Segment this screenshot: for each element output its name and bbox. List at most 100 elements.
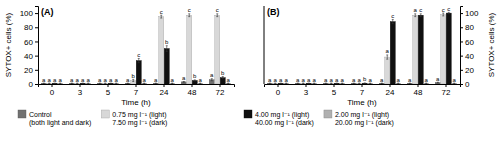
x-tick-mark (418, 84, 419, 87)
error-bar (59, 83, 61, 84)
error-bar-stem (437, 82, 438, 84)
y-tick-label: 0 (29, 80, 34, 89)
error-bar-stem (54, 83, 55, 84)
error-bar-stem (211, 79, 212, 81)
letter-label: a (358, 77, 362, 83)
error-bar-cap (104, 83, 106, 84)
y-tick-label: 60 (465, 38, 474, 47)
letter-label: a (268, 77, 272, 83)
y-tick-mark (35, 41, 38, 42)
bar-series (58, 83, 231, 84)
letter-label: a (302, 77, 306, 83)
letter-label: c (216, 7, 219, 13)
error-bar-stem (381, 83, 382, 84)
error-bar-cap (227, 83, 229, 84)
error-bar-cap (194, 81, 196, 82)
x-tick-label: 7 (360, 88, 365, 97)
error-bar-cap (99, 83, 101, 84)
error-bar-stem (426, 83, 427, 84)
error-bar-cap (280, 83, 282, 84)
legend-swatch (101, 110, 109, 118)
error-bar-cap (414, 13, 416, 14)
y-axis-line (35, 7, 39, 85)
error-bar-cap (409, 83, 411, 84)
bar (192, 80, 197, 84)
error-bar-cap (211, 80, 213, 81)
x-axis-line (265, 85, 461, 88)
error-bar-cap (71, 83, 73, 84)
error-bar-stem (303, 83, 304, 84)
error-bar-cap (313, 83, 315, 84)
error-bar-cap (437, 82, 439, 83)
error-bar-stem (166, 46, 167, 52)
error-bar-stem (353, 83, 354, 84)
error-bar-cap (138, 62, 140, 63)
error-bar (448, 12, 450, 13)
legend-swatch (18, 110, 26, 118)
error-bar-stem (297, 83, 298, 84)
error-bar (341, 83, 343, 84)
bar (198, 83, 203, 84)
error-bar-cap (341, 83, 343, 84)
y-tick-label: 80 (24, 23, 33, 32)
x-tick: 24 (386, 84, 395, 97)
letter-label: a (397, 77, 401, 83)
letter-label: a (279, 77, 283, 83)
error-bar-stem (269, 83, 270, 84)
legend-label: 0.75 mg l⁻¹ (light)7.50 mg l⁻¹ (dark) (112, 111, 167, 127)
y-tick: 0 (29, 80, 38, 89)
error-bar-cap (397, 83, 399, 84)
legend: Control(both light and dark)0.75 mg l⁻¹ … (18, 110, 167, 127)
x-tick-label: 24 (160, 88, 169, 97)
error-bar-cap (297, 83, 299, 84)
letter-label: a (182, 75, 186, 81)
y-tick-mark (35, 13, 38, 14)
letter-label: a (386, 48, 390, 54)
panel-label: (A) (41, 7, 54, 17)
letter-label: a (59, 77, 63, 83)
error-bar-stem (105, 83, 106, 84)
bar (323, 83, 328, 84)
error-bar-cap (199, 83, 201, 84)
x-tick-mark (164, 84, 165, 87)
letters: aaaaaaaaaaaaacaaabcccaaaaaaa (268, 6, 456, 83)
error-bar (104, 83, 106, 84)
letter-label: a (408, 77, 412, 83)
legend: 4.00 mg l⁻¹ (light)40.00 mg l⁻¹ (dark)2.… (244, 110, 394, 127)
x-tick: 5 (106, 84, 111, 97)
y-tick-label: 100 (465, 9, 479, 18)
x-axis-title: Time (h) (121, 98, 151, 107)
x-tick-label: 48 (414, 88, 423, 97)
x-tick-mark (278, 84, 279, 87)
x-tick: 72 (216, 84, 225, 97)
error-bar-cap (76, 83, 78, 84)
error-bar (285, 83, 287, 84)
y-tick-label: 100 (20, 9, 34, 18)
error-bar-cap (216, 16, 218, 17)
bar-series (273, 13, 446, 84)
error-bar-stem (415, 14, 416, 17)
bar (47, 83, 52, 84)
error-bar-stem (138, 58, 139, 62)
error-bar (442, 13, 444, 16)
error-bar-cap (358, 83, 360, 84)
x-tick-label: 5 (106, 88, 111, 97)
error-bar (330, 83, 332, 84)
error-bar-cap (227, 83, 229, 84)
x-tick-mark (192, 84, 193, 87)
error-bar (43, 83, 45, 84)
error-bar-cap (211, 78, 213, 79)
panel: 0357244872020406080100aaaaaaaaaabcccaaac… (4, 7, 235, 128)
y-tick-label: 40 (24, 52, 33, 61)
error-bar-cap (76, 83, 78, 84)
error-bar-cap (336, 83, 338, 84)
error-bar-cap (43, 83, 45, 84)
y-tick-label: 80 (465, 23, 474, 32)
error-bar-cap (392, 23, 394, 24)
error-bar-cap (325, 83, 327, 84)
error-bar-cap (308, 83, 310, 84)
error-bar-stem (308, 83, 309, 84)
bar (181, 82, 186, 84)
error-bar-cap (59, 83, 61, 84)
error-bar-cap (330, 83, 332, 84)
